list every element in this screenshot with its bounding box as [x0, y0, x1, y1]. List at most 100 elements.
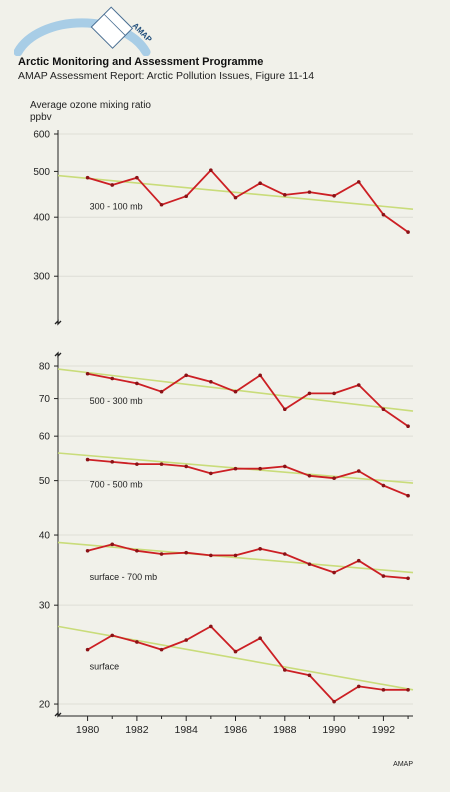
data-point: [258, 636, 262, 641]
data-point: [135, 462, 139, 466]
data-point: [283, 464, 287, 469]
series-1: 300 - 100 mb: [57, 168, 414, 234]
data-point: [307, 562, 312, 566]
data-point: [406, 493, 410, 498]
axis-break-mark: [54, 319, 62, 326]
y-tick-label: 600: [33, 130, 50, 141]
data-point: [233, 553, 238, 558]
data-point: [332, 193, 336, 198]
data-point: [283, 668, 287, 672]
data-point: [356, 469, 361, 473]
series-2: 700 - 500 mb: [57, 452, 414, 498]
x-axis: 1980 1982 1984 1986 1988 1990 1992: [58, 715, 413, 736]
series-label: surface - 700 mb: [90, 572, 158, 582]
logo-sail: [90, 6, 134, 49]
y-tick-label: 300: [33, 272, 50, 283]
y-tick-label: 400: [33, 213, 50, 224]
data-point: [356, 684, 361, 689]
series-label: 500 - 300 mb: [90, 396, 143, 406]
data-point: [283, 552, 287, 556]
data-point: [406, 576, 410, 581]
data-point: [381, 212, 386, 217]
chart-credit: AMAP: [393, 761, 413, 768]
data-point: [233, 195, 238, 200]
axis-break-mark: [54, 711, 62, 718]
data-point: [356, 383, 361, 387]
data-point: [381, 483, 386, 488]
y-tick-label: 500: [33, 167, 50, 178]
x-tick-label: 1986: [224, 724, 248, 736]
data-point: [159, 462, 164, 466]
panel-2: 20 30 40 50 60 70 80 500 - 300 mb 700 - 500 mb su…: [39, 351, 414, 718]
series-1: 500 - 300 mb: [57, 368, 414, 429]
y-tick-label: 20: [39, 700, 51, 711]
data-point: [184, 194, 188, 199]
series-line: [87, 543, 409, 580]
data-point: [184, 464, 188, 469]
series-line: [87, 169, 409, 233]
data-point: [258, 547, 262, 551]
data-point: [209, 379, 213, 384]
data-point: [184, 373, 188, 378]
data-point: [85, 548, 90, 553]
series-line: [87, 458, 409, 497]
x-tick-label: 1984: [175, 724, 199, 736]
y-tick-label: 80: [39, 362, 51, 373]
data-point: [85, 457, 90, 462]
report-subtitle: AMAP Assessment Report: Arctic Pollution…: [18, 70, 315, 82]
data-point: [406, 424, 410, 429]
report-title: Arctic Monitoring and Assessment Program…: [18, 56, 264, 68]
data-point: [356, 180, 361, 184]
data-point: [406, 230, 410, 234]
data-point: [209, 471, 213, 476]
data-point: [233, 389, 238, 394]
series-line: [87, 372, 409, 427]
data-point: [307, 473, 312, 478]
data-point: [209, 553, 213, 558]
data-point: [184, 550, 188, 555]
data-point: [135, 175, 139, 180]
figure-header: AMAP Arctic Monitoring and Assessment Pr…: [0, 0, 450, 90]
data-point: [135, 381, 139, 386]
logo-arc: [14, 18, 151, 56]
amap-logo: AMAP: [14, 6, 154, 56]
data-point: [332, 391, 336, 396]
data-point: [85, 647, 90, 652]
data-point: [233, 466, 238, 471]
y-tick-label: 70: [39, 394, 51, 405]
data-point: [332, 476, 336, 480]
y-tick-label: 50: [39, 476, 51, 487]
data-point: [307, 673, 312, 678]
data-point: [258, 466, 262, 471]
trend-line: [57, 174, 414, 210]
data-point: [110, 183, 115, 187]
data-point: [85, 371, 90, 376]
data-point: [159, 552, 164, 556]
x-tick-label: 1980: [76, 724, 100, 736]
chart-panels: 300 400 500 600 300 - 100 mb 20 30 40 50 60 70 80 50…: [33, 130, 414, 718]
data-point: [184, 638, 188, 642]
series-3: surface - 700 mb: [57, 541, 414, 582]
data-point: [85, 175, 90, 180]
y-tick-label: 40: [39, 531, 51, 542]
x-tick-label: 1990: [322, 724, 346, 736]
data-point: [258, 373, 262, 378]
data-point: [233, 649, 238, 654]
data-point: [135, 640, 139, 644]
trend-line: [57, 541, 414, 574]
axis-break-mark: [54, 351, 62, 358]
x-tick-label: 1982: [125, 724, 149, 736]
data-point: [356, 558, 361, 563]
data-point: [381, 688, 386, 692]
y-tick-label: 60: [39, 432, 51, 443]
x-tick-label: 1988: [273, 724, 297, 736]
data-point: [381, 574, 386, 578]
panel-1: 300 400 500 600 300 - 100 mb: [33, 130, 414, 326]
y-axis-label: Average ozone mixing ratio: [30, 100, 151, 111]
data-point: [381, 407, 386, 412]
data-point: [209, 624, 213, 629]
data-point: [110, 460, 115, 464]
data-point: [110, 633, 115, 638]
